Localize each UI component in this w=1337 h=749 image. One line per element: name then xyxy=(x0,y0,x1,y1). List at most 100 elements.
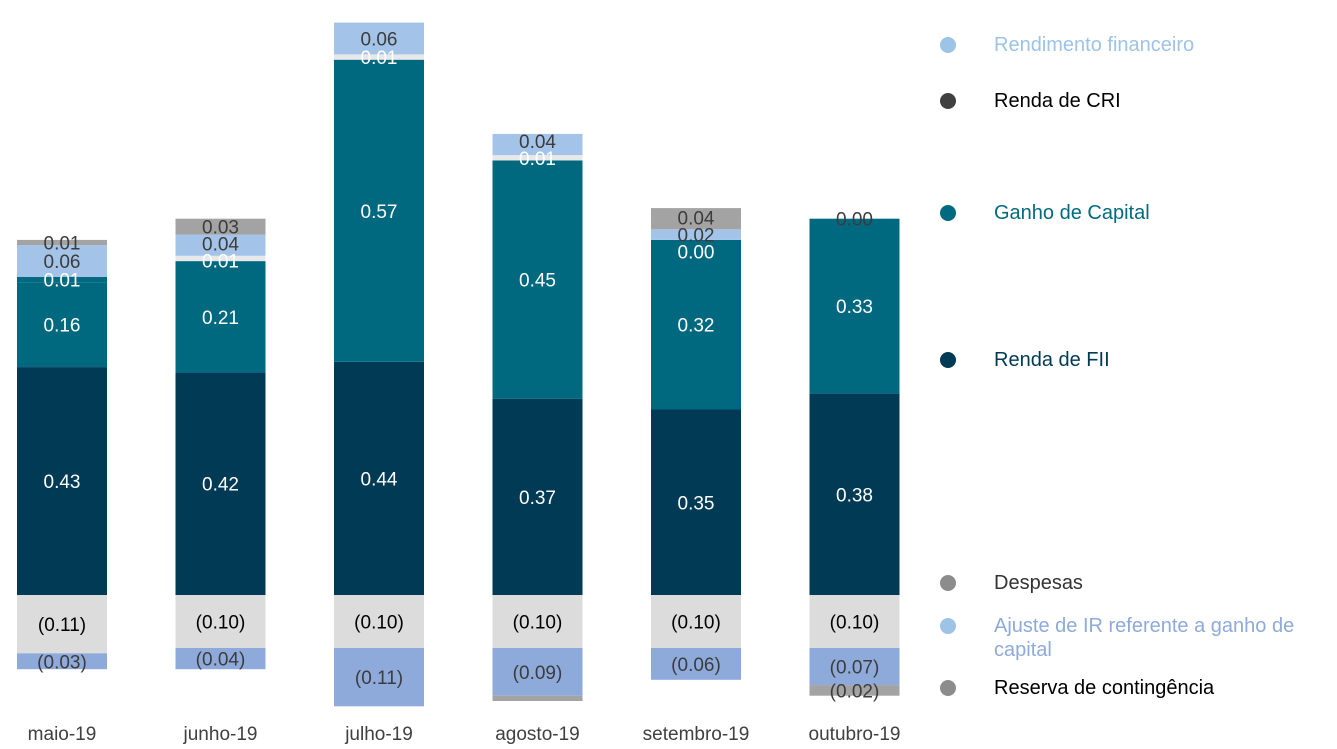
bar-segment-despesas xyxy=(651,595,741,648)
bar-segment-reserva-de-contingencia xyxy=(651,208,741,230)
bar-segment-rendimento-financeiro xyxy=(492,155,583,161)
legend-label: Ganho de Capital xyxy=(994,202,1150,224)
data-label-despesas: (0.10) xyxy=(354,613,404,634)
bar-segment-ajuste-de-ir-referente-a-ganho-de-capital xyxy=(651,229,741,240)
legend-dot-icon xyxy=(940,352,956,368)
bar-segment-ajuste-de-ir-referente-a-ganho-de-capital-negativo xyxy=(651,648,741,680)
legend-item-despesas: Despesas xyxy=(940,571,1337,595)
data-label-renda-de-fii: 0.35 xyxy=(678,493,715,514)
legend-item-renda-de-fii: Renda de FII xyxy=(940,348,1337,372)
stacked-bar-chart: 0.01 0.06 0.01 0.16 0.43 (0.11) (0.03) maio-19 0… xyxy=(17,22,901,745)
data-label-ajuste-de-ir-referente-a-ganho-de-capital: 0.06 xyxy=(361,30,398,51)
x-tick-label: agosto-19 xyxy=(495,724,580,744)
data-label-renda-de-fii: 0.44 xyxy=(361,469,398,490)
bar-segment-renda-de-fii xyxy=(175,372,266,595)
legend: Rendimento financeiro Renda de CRI Ganho… xyxy=(940,0,1337,744)
data-label-despesas: (0.10) xyxy=(513,613,563,634)
bar-segment-rendimento-financeiro xyxy=(334,54,424,60)
data-label-ajuste-de-ir-referente-a-ganho-de-capital: 0.04 xyxy=(202,235,239,256)
data-label-ajuste-de-ir-referente-a-ganho-de-capital-negativo: (0.11) xyxy=(355,668,403,689)
legend-item-reserva-de-contingencia: Reserva de contingência xyxy=(940,676,1337,700)
data-label-ajuste-de-ir-referente-a-ganho-de-capital: 0.04 xyxy=(519,132,556,153)
data-label-reserva-de-contingencia-negativo: (0.02) xyxy=(830,681,880,702)
bar-segment-reserva-de-contingencia xyxy=(17,239,107,246)
data-label-reserva-de-contingencia: 0.03 xyxy=(202,218,239,239)
x-tick-label: maio-19 xyxy=(28,724,97,744)
legend-label: Reserva de contingência xyxy=(994,677,1215,699)
legend-dot-icon xyxy=(940,575,956,591)
data-label-renda-de-fii: 0.42 xyxy=(202,475,239,496)
bar-segment-reserva-de-contingencia-negativo xyxy=(809,685,900,696)
legend-item-rendimento-financeiro: Rendimento financeiro xyxy=(940,33,1337,57)
data-label-despesas: (0.11) xyxy=(38,615,86,636)
x-tick-label: outubro-19 xyxy=(809,724,901,744)
bar-segment-renda-de-cri xyxy=(17,277,107,283)
bar-segment-ganho-de-capital xyxy=(175,261,266,373)
legend-label: Despesas xyxy=(994,572,1083,594)
data-label-ajuste-de-ir-referente-a-ganho-de-capital-negativo: (0.04) xyxy=(196,650,246,671)
legend-dot-icon xyxy=(940,618,956,634)
legend-dot-icon xyxy=(940,93,956,109)
data-label-ganho-de-capital: 0.45 xyxy=(519,271,556,292)
x-tick-label: julho-19 xyxy=(344,724,413,744)
bar-segment-ajuste-de-ir-referente-a-ganho-de-capital-negativo xyxy=(809,648,900,686)
data-label-ganho-de-capital: 0.21 xyxy=(202,308,239,329)
legend-label: Renda de FII xyxy=(994,349,1110,371)
bar-segment-despesas xyxy=(334,595,424,648)
bar-segment-ajuste-de-ir-referente-a-ganho-de-capital xyxy=(334,22,424,55)
bar-segment-rendimento-financeiro xyxy=(175,255,266,262)
bar-segment-ganho-de-capital xyxy=(651,239,741,410)
data-label-ajuste-de-ir-referente-a-ganho-de-capital-negativo: (0.09) xyxy=(513,663,563,684)
data-label-reserva-de-contingencia: 0.00 xyxy=(836,210,873,231)
data-label-despesas: (0.10) xyxy=(196,613,246,634)
bar-segment-despesas xyxy=(492,595,583,648)
x-tick-label: setembro-19 xyxy=(643,724,750,744)
bar-segment-ganho-de-capital xyxy=(17,282,107,368)
data-label-despesas: (0.10) xyxy=(671,613,721,634)
data-label-ajuste-de-ir-referente-a-ganho-de-capital-negativo: (0.07) xyxy=(830,658,880,679)
data-label-rendimento-financeiro: 0.01 xyxy=(202,252,239,273)
data-label-ajuste-de-ir-referente-a-ganho-de-capital-negativo: (0.03) xyxy=(37,652,87,673)
bar-segment-reserva-de-contingencia-negativo xyxy=(492,695,583,701)
data-label-renda-de-fii: 0.43 xyxy=(44,472,81,493)
data-label-renda-de-cri: 0.01 xyxy=(44,271,81,292)
bar-segment-ajuste-de-ir-referente-a-ganho-de-capital xyxy=(175,234,266,256)
legend-dot-icon xyxy=(940,680,956,696)
legend-label: Ajuste de IR referente a ganho de capita… xyxy=(994,615,1295,661)
data-label-renda-de-fii: 0.37 xyxy=(519,488,556,509)
data-label-ganho-de-capital: 0.33 xyxy=(836,297,873,318)
legend-label: Rendimento financeiro xyxy=(994,34,1195,56)
bar-segment-renda-de-fii xyxy=(17,367,107,595)
data-label-rendimento-financeiro: 0.01 xyxy=(519,149,556,170)
legend-label: Renda de CRI xyxy=(994,90,1121,112)
legend-item-renda-de-cri: Renda de CRI xyxy=(940,89,1337,113)
bar-segment-renda-de-fii xyxy=(809,393,900,595)
data-label-ganho-de-capital: 0.32 xyxy=(678,316,715,337)
bar-segment-ganho-de-capital xyxy=(492,160,583,399)
legend-dot-icon xyxy=(940,205,956,221)
data-label-ajuste-de-ir-referente-a-ganho-de-capital-negativo: (0.06) xyxy=(671,655,721,676)
data-label-reserva-de-contingencia: 0.04 xyxy=(678,209,715,230)
bar-segment-renda-de-fii xyxy=(492,398,583,595)
data-label-ajuste-de-ir-referente-a-ganho-de-capital: 0.02 xyxy=(678,226,715,247)
bar-segment-reserva-de-contingencia xyxy=(175,218,266,235)
bar-segment-despesas xyxy=(809,595,900,648)
data-label-renda-de-cri: 0.00 xyxy=(836,193,873,214)
bar-segment-despesas xyxy=(175,595,266,648)
data-label-reserva-de-contingencia: 0.01 xyxy=(44,234,81,255)
bar-segment-ajuste-de-ir-referente-a-ganho-de-capital xyxy=(17,245,107,277)
bar-segment-ajuste-de-ir-referente-a-ganho-de-capital-negativo xyxy=(334,648,424,707)
bar-segment-ajuste-de-ir-referente-a-ganho-de-capital-negativo xyxy=(175,648,266,670)
bar-segment-ajuste-de-ir-referente-a-ganho-de-capital-negativo xyxy=(492,648,583,696)
bar-segment-ganho-de-capital xyxy=(334,59,424,362)
bar-segment-renda-de-fii xyxy=(334,361,424,595)
bar-segment-renda-de-fii xyxy=(651,409,741,595)
data-label-ganho-de-capital: 0.57 xyxy=(361,202,398,223)
data-label-renda-de-fii: 0.38 xyxy=(836,485,873,506)
x-tick-label: junho-19 xyxy=(183,724,258,744)
data-label-despesas: (0.10) xyxy=(830,613,880,634)
legend-item-ajuste-de-ir: Ajuste de IR referente a ganho de capita… xyxy=(940,614,1324,662)
data-label-ganho-de-capital: 0.16 xyxy=(44,316,81,337)
bar-segment-ganho-de-capital xyxy=(809,218,900,394)
data-label-renda-de-cri: 0.00 xyxy=(678,243,715,264)
